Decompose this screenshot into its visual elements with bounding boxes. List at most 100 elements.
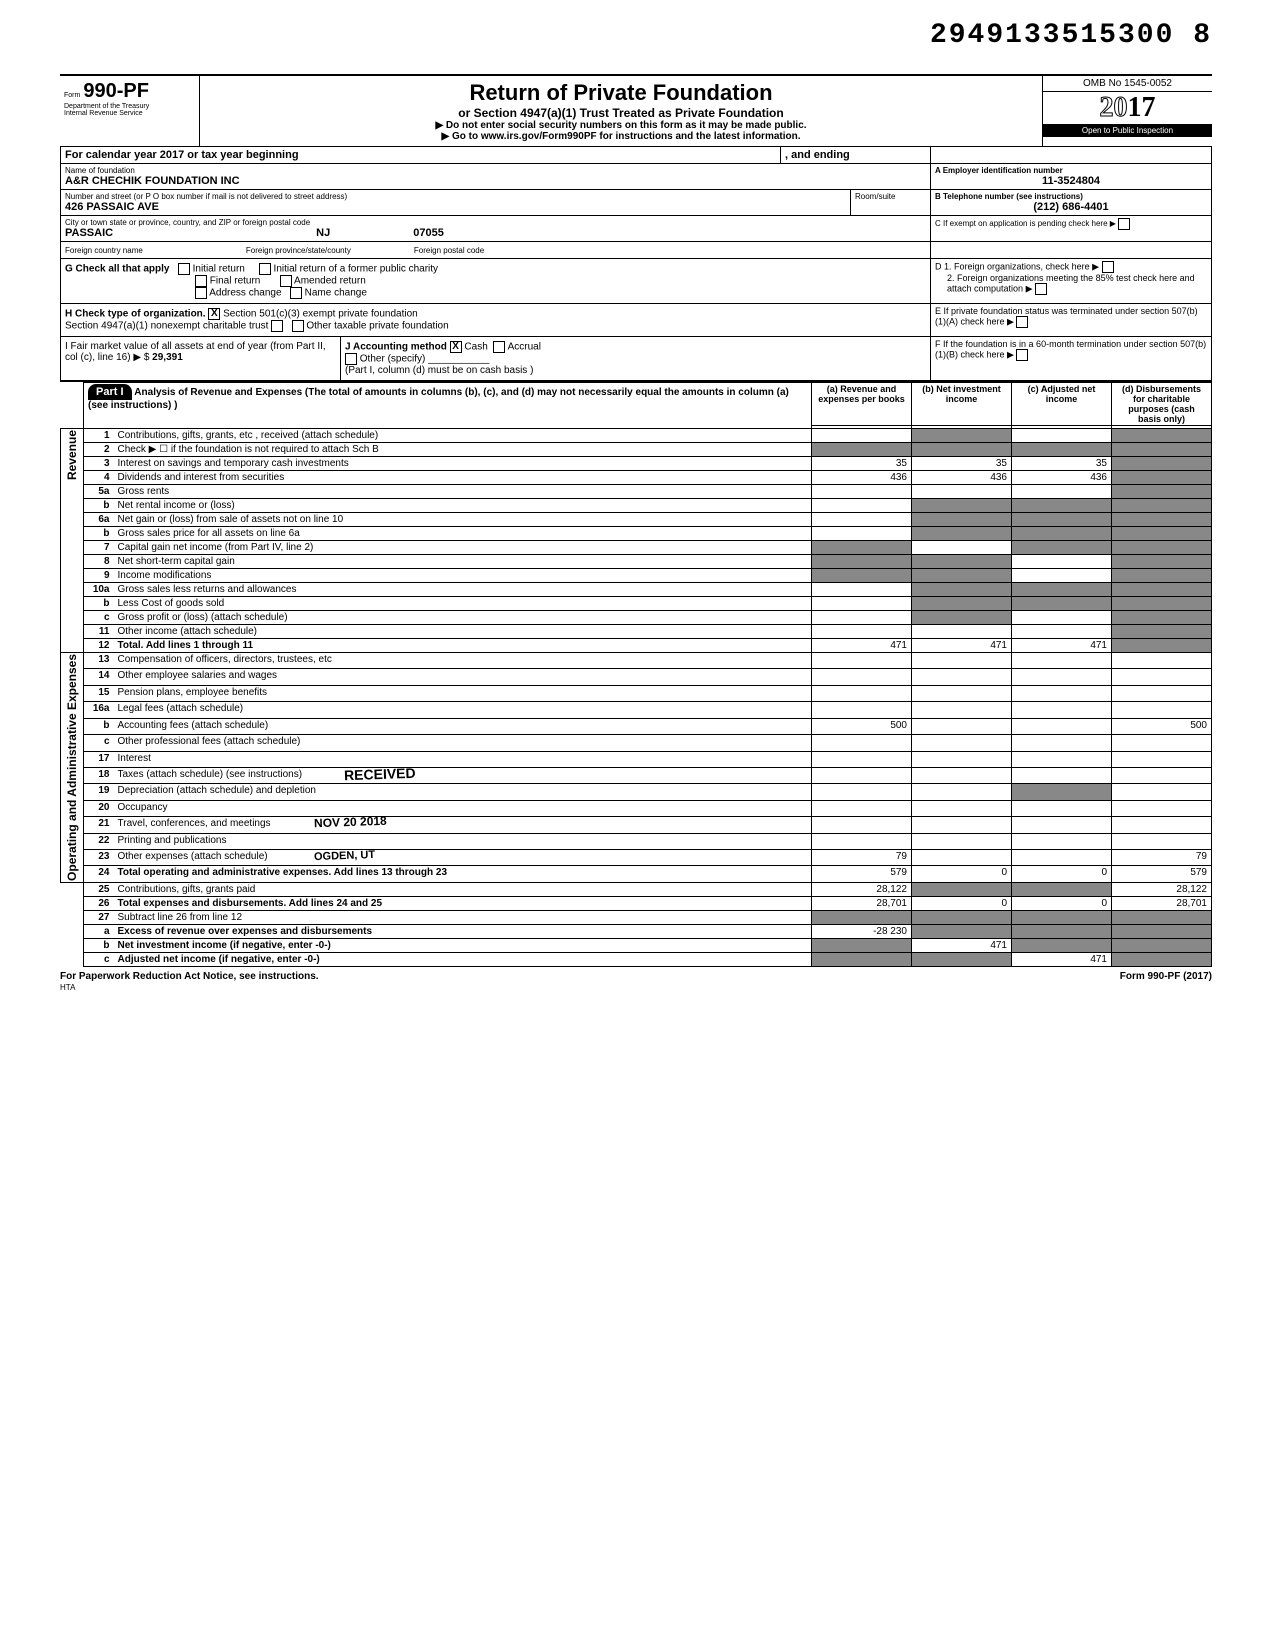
line-14-desc: Other employee salaries and wages — [114, 669, 812, 685]
line-16c-num: c — [84, 735, 114, 751]
line-3-num: 3 — [84, 457, 114, 471]
checkbox-final[interactable] — [195, 275, 207, 287]
checkbox-501c3[interactable]: X — [208, 308, 220, 320]
box-e: E If private foundation status was termi… — [935, 306, 1207, 328]
line-27b-num: b — [84, 938, 114, 952]
line-4-desc: Dividends and interest from securities — [114, 471, 812, 485]
city-label: City or town state or province, country,… — [65, 218, 926, 227]
line-5a-desc: Gross rents — [114, 485, 812, 499]
address: 426 PASSAIC AVE — [65, 201, 846, 213]
line-25-a: 28,122 — [812, 882, 912, 896]
line-10a-num: 10a — [84, 583, 114, 597]
line-18-num: 18 — [84, 767, 114, 783]
line-17-num: 17 — [84, 751, 114, 767]
checkbox-d1[interactable] — [1102, 261, 1114, 273]
line-10a-desc: Gross sales less returns and allowances — [114, 583, 812, 597]
form-number: 990-PF — [83, 80, 149, 102]
section-h-label: H Check type of organization. — [65, 309, 206, 320]
foundation-name: A&R CHECHIK FOUNDATION INC — [65, 175, 926, 187]
line-3-b: 35 — [912, 457, 1012, 471]
line-26-num: 26 — [84, 896, 114, 910]
footer-right: Form 990-PF (2017) — [1120, 971, 1212, 993]
line-25-desc: Contributions, gifts, grants paid — [114, 882, 812, 896]
line-9-desc: Income modifications — [114, 569, 812, 583]
checkbox-e[interactable] — [1016, 316, 1028, 328]
notice2: Go to www.irs.gov/Form990PF for instruct… — [452, 131, 801, 142]
initial-return-label: Initial return — [193, 264, 245, 275]
line-10b-num: b — [84, 597, 114, 611]
line-27b-desc: Net investment income (if negative, ente… — [114, 938, 812, 952]
form-title: Return of Private Foundation — [204, 80, 1038, 106]
checkbox-other-tax[interactable] — [292, 320, 304, 332]
line-4-a: 436 — [812, 471, 912, 485]
form-subtitle: or Section 4947(a)(1) Trust Treated as P… — [204, 106, 1038, 120]
checkbox-amended[interactable] — [280, 275, 292, 287]
line-13-desc: Compensation of officers, directors, tru… — [114, 653, 812, 669]
address-label: Number and street (or P O box number if … — [65, 192, 846, 201]
line-23-desc: Other expenses (attach schedule)OGDEN, U… — [114, 850, 812, 866]
state: NJ — [316, 227, 330, 239]
line-12-b: 471 — [912, 639, 1012, 653]
foreign-postal-label: Foreign postal code — [414, 246, 484, 255]
line-26-c: 0 — [1012, 896, 1112, 910]
line-8-desc: Net short-term capital gain — [114, 555, 812, 569]
checkbox-d2[interactable] — [1035, 283, 1047, 295]
line-1-num: 1 — [84, 429, 114, 443]
checkbox-other-method[interactable] — [345, 353, 357, 365]
line-4-c: 436 — [1012, 471, 1112, 485]
line-24-d: 579 — [1112, 866, 1212, 882]
line-16b-desc: Accounting fees (attach schedule) — [114, 718, 812, 734]
footer-left: For Paperwork Reduction Act Notice, see … — [60, 971, 319, 982]
other-specify-label: Other (specify) — [360, 354, 426, 365]
initial-former-label: Initial return of a former public charit… — [274, 264, 439, 275]
date-stamp: NOV 20 2018 — [313, 814, 386, 831]
checkbox-address-change[interactable] — [195, 287, 207, 299]
line-4-num: 4 — [84, 471, 114, 485]
line-7-desc: Capital gain net income (from Part IV, l… — [114, 541, 812, 555]
line-24-num: 24 — [84, 866, 114, 882]
phone-value: (212) 686-4401 — [935, 201, 1207, 213]
line-3-a: 35 — [812, 457, 912, 471]
line-6a-desc: Net gain or (loss) from sale of assets n… — [114, 513, 812, 527]
line-20-num: 20 — [84, 800, 114, 816]
footer-hta: HTA — [60, 983, 75, 992]
received-stamp: RECEIVED — [343, 765, 415, 783]
line-27b-b: 471 — [912, 938, 1012, 952]
accrual-label: Accrual — [508, 342, 541, 353]
line-20-desc: Occupancy — [114, 800, 812, 816]
part1-title: Analysis of Revenue and Expenses (The to… — [88, 387, 789, 411]
calendar-ending: , and ending — [785, 149, 850, 161]
checkbox-f[interactable] — [1016, 349, 1028, 361]
checkbox-initial[interactable] — [178, 263, 190, 275]
line-10b-desc: Less Cost of goods sold — [114, 597, 812, 611]
line-23-d: 79 — [1112, 850, 1212, 866]
line-6a-num: 6a — [84, 513, 114, 527]
cash-basis-note: (Part I, column (d) must be on cash basi… — [345, 365, 533, 376]
zip: 07055 — [413, 227, 444, 239]
line-2-desc: Check ▶ ☐ if the foundation is not requi… — [114, 443, 812, 457]
line-14-num: 14 — [84, 669, 114, 685]
line-10c-num: c — [84, 611, 114, 625]
amended-return-label: Amended return — [294, 276, 366, 287]
col-a-header: (a) Revenue and expenses per books — [812, 383, 912, 426]
calendar-line: For calendar year 2017 or tax year begin… — [65, 149, 299, 161]
section-i-value: 29,391 — [152, 352, 183, 363]
line-24-b: 0 — [912, 866, 1012, 882]
ein-value: 11-3524804 — [935, 175, 1207, 187]
line-16a-num: 16a — [84, 702, 114, 718]
revenue-side-label: Revenue — [61, 429, 84, 653]
line-15-desc: Pension plans, employee benefits — [114, 685, 812, 701]
checkbox-4947[interactable] — [271, 320, 283, 332]
checkbox-accrual[interactable] — [493, 341, 505, 353]
checkbox-initial-former[interactable] — [259, 263, 271, 275]
line-11-num: 11 — [84, 625, 114, 639]
line-16a-desc: Legal fees (attach schedule) — [114, 702, 812, 718]
checkbox-name-change[interactable] — [290, 287, 302, 299]
checkbox-c[interactable] — [1118, 218, 1130, 230]
line-26-d: 28,701 — [1112, 896, 1212, 910]
line-24-a: 579 — [812, 866, 912, 882]
col-b-header: (b) Net investment income — [912, 383, 1012, 426]
year: 2017 — [1043, 92, 1212, 124]
line-1-desc: Contributions, gifts, grants, etc , rece… — [114, 429, 812, 443]
checkbox-cash[interactable]: X — [450, 341, 462, 353]
